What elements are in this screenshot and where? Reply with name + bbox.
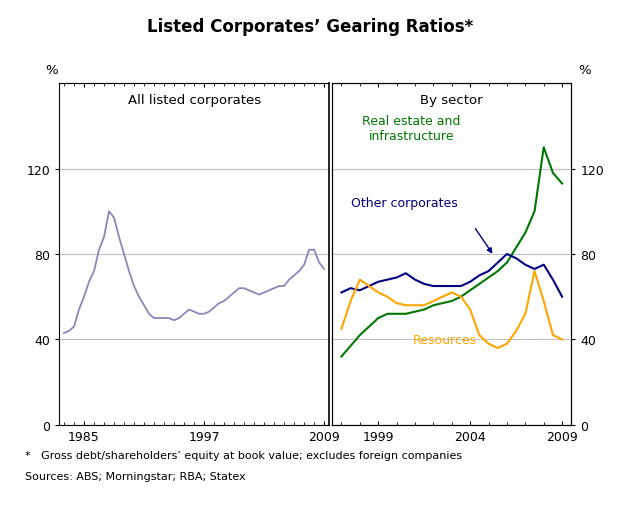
Text: %: % [578, 64, 591, 77]
Text: Listed Corporates’ Gearing Ratios*: Listed Corporates’ Gearing Ratios* [147, 18, 474, 36]
Text: All listed corporates: All listed corporates [127, 94, 261, 107]
Text: Real estate and
infrastructure: Real estate and infrastructure [362, 115, 460, 143]
Text: Resources: Resources [412, 333, 477, 346]
Text: Other corporates: Other corporates [351, 196, 457, 210]
Text: By sector: By sector [420, 94, 483, 107]
Text: %: % [45, 64, 58, 77]
Text: *   Gross debt/shareholders’ equity at book value; excludes foreign companies: * Gross debt/shareholders’ equity at boo… [25, 450, 462, 461]
Text: Sources: ABS; Morningstar; RBA; Statex: Sources: ABS; Morningstar; RBA; Statex [25, 471, 245, 481]
